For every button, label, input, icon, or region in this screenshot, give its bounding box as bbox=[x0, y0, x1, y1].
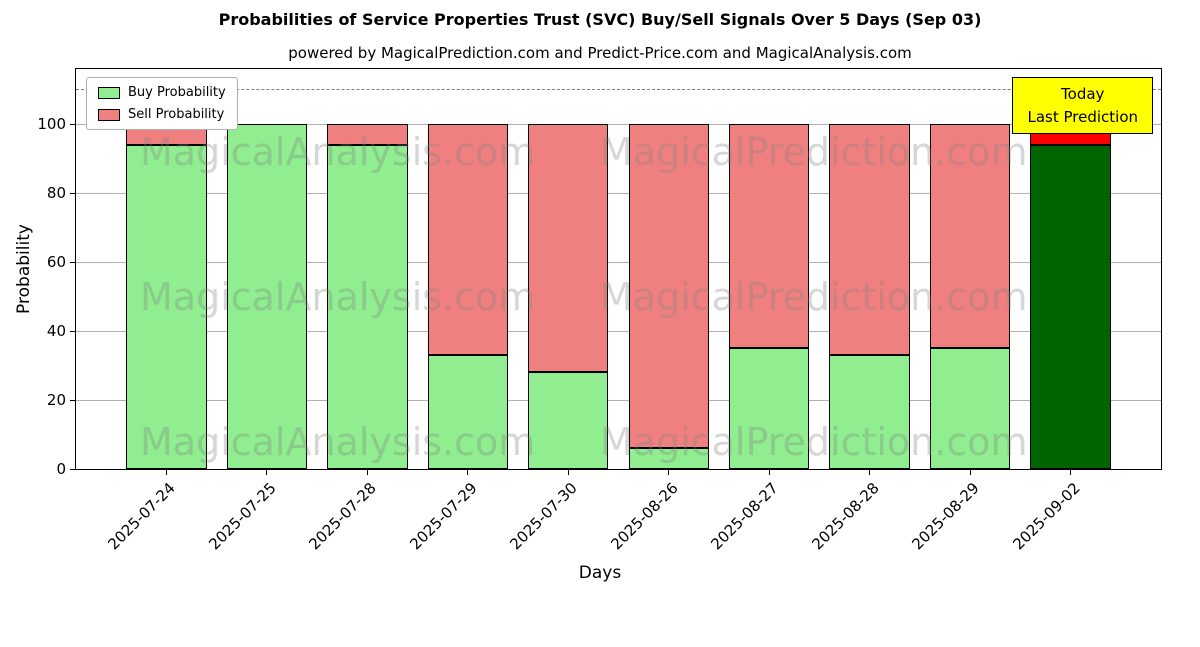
y-tick-label: 60 bbox=[46, 253, 66, 272]
y-tick-label: 20 bbox=[46, 391, 66, 410]
buy-bar-segment bbox=[729, 348, 810, 469]
x-axis-title: Days bbox=[578, 563, 622, 583]
y-tick-label: 100 bbox=[37, 115, 66, 134]
buy-bar-segment bbox=[126, 144, 207, 469]
y-tick-label: 40 bbox=[46, 322, 66, 341]
y-tick-mark bbox=[70, 468, 76, 470]
x-tick-mark bbox=[366, 469, 368, 475]
y-gridline bbox=[76, 192, 1161, 194]
chart-figure: Probabilities of Service Properties Trus… bbox=[14, 10, 1162, 583]
x-tick-mark bbox=[467, 469, 469, 475]
y-tick-mark bbox=[70, 399, 76, 401]
bars bbox=[76, 69, 1161, 469]
buy-bar-segment bbox=[327, 144, 408, 469]
sell-color-swatch bbox=[98, 108, 120, 121]
x-tick-mark bbox=[768, 469, 770, 475]
buy-bar-segment bbox=[929, 348, 1011, 469]
y-gridline bbox=[76, 399, 1161, 401]
sell-bar-segment bbox=[729, 124, 810, 349]
y-gridline bbox=[76, 330, 1161, 332]
x-tick-mark bbox=[1070, 469, 1072, 475]
sell-bar-segment bbox=[628, 124, 709, 449]
buy-bar-segment bbox=[528, 372, 609, 469]
y-gridline bbox=[76, 123, 1161, 125]
sell-bar-segment bbox=[327, 124, 408, 145]
legend-label-sell: Sell Probability bbox=[128, 107, 225, 122]
x-tick-mark bbox=[668, 469, 670, 475]
sell-bar-segment bbox=[829, 124, 910, 356]
buy-bar-segment bbox=[628, 448, 709, 469]
x-tick-mark bbox=[969, 469, 971, 475]
axis-tick-labels: 0 20 40 60 80 100 2025-07-24 2025-07-25 2025-07-… bbox=[37, 69, 1161, 553]
y-tick-mark bbox=[70, 261, 76, 263]
sell-bar-segment bbox=[427, 124, 508, 356]
y-tick-mark bbox=[70, 330, 76, 332]
buy-bar-segment bbox=[829, 355, 910, 469]
y-gridline bbox=[76, 261, 1161, 263]
y-tick-mark bbox=[70, 123, 76, 125]
buy-bar-segment bbox=[226, 124, 308, 469]
legend-label-buy: Buy Probability bbox=[128, 85, 226, 100]
today-annotation-line1: Today bbox=[1061, 85, 1105, 103]
today-annotation-line2: Last Prediction bbox=[1027, 107, 1138, 126]
legend-item-buy: Buy Probability bbox=[98, 85, 226, 100]
x-tick-mark bbox=[266, 469, 268, 475]
buy-bar-segment bbox=[427, 355, 508, 469]
buy-color-swatch bbox=[98, 86, 120, 99]
x-tick-mark bbox=[869, 469, 871, 475]
buy-bar-segment bbox=[1030, 144, 1111, 469]
sell-bar-segment bbox=[528, 124, 609, 373]
legend: Buy Probability Sell Probability bbox=[86, 77, 238, 130]
y-tick-label: 80 bbox=[46, 184, 66, 203]
y-tick-mark bbox=[70, 192, 76, 194]
gridlines bbox=[70, 69, 1161, 475]
chart-subtitle: powered by MagicalPrediction.com and Pre… bbox=[288, 44, 912, 62]
sell-bar-segment bbox=[929, 124, 1011, 349]
chart-title: Probabilities of Service Properties Trus… bbox=[218, 10, 982, 29]
plot-area: 0 20 40 60 80 100 2025-07-24 2025-07-25 2025-07-… bbox=[37, 68, 1162, 553]
y-tick-label: 0 bbox=[56, 460, 66, 478]
legend-item-sell: Sell Probability bbox=[98, 107, 226, 122]
x-tick-mark bbox=[165, 469, 167, 475]
threshold-dashed-line bbox=[76, 88, 1161, 90]
x-tick-mark bbox=[567, 469, 569, 475]
today-annotation: Today Last Prediction bbox=[1012, 77, 1153, 134]
